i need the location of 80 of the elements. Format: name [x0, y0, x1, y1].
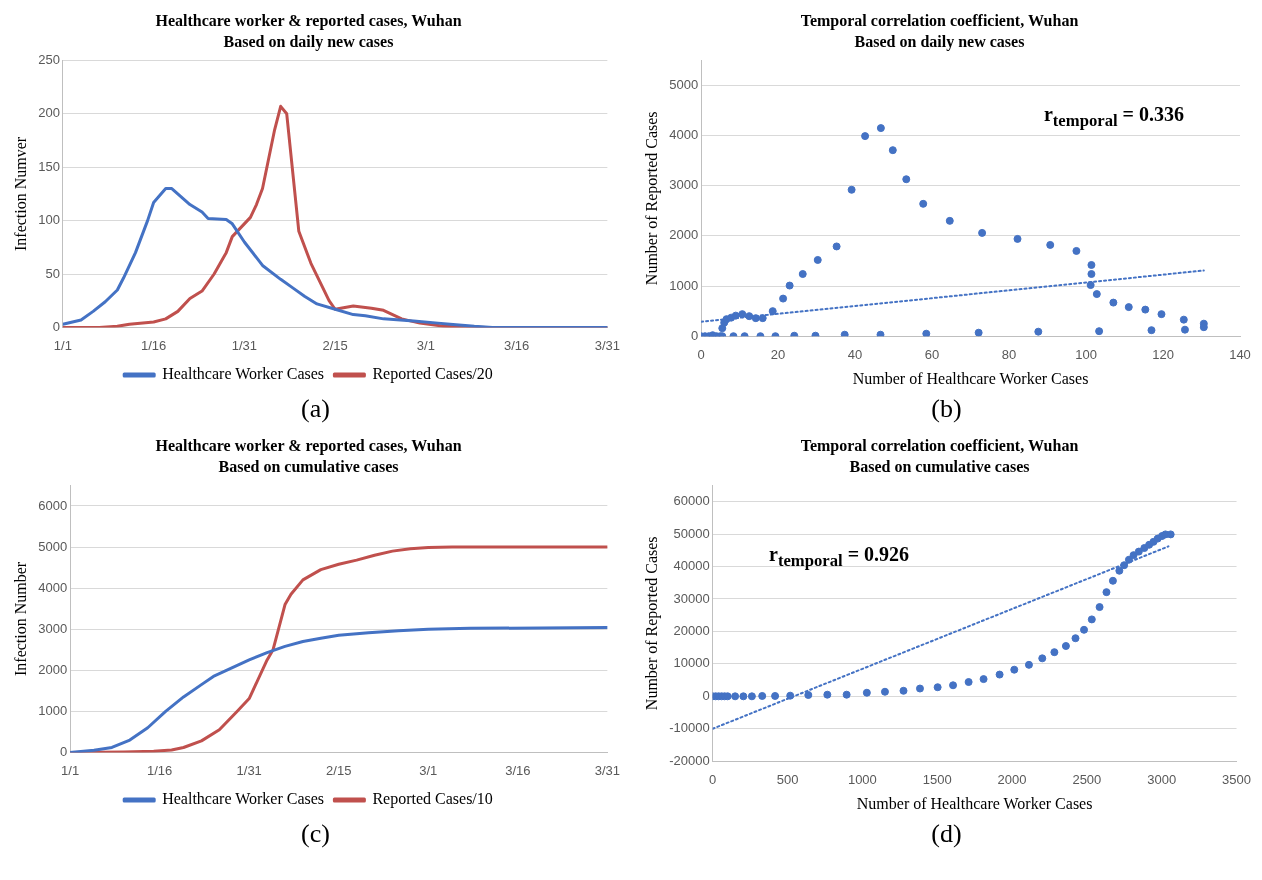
- y-tick-label: 5000: [38, 538, 68, 554]
- chart-title: Healthcare worker & reported cases, Wuhan: [155, 11, 462, 30]
- y-tick-label: 50000: [673, 525, 710, 541]
- x-tick-label: 120: [1152, 346, 1174, 362]
- y-tick-label: 3000: [669, 177, 699, 193]
- text: (b): [930, 393, 963, 425]
- x-tick-label: 3/31: [594, 337, 621, 353]
- y-tick-label: -20000: [669, 752, 710, 768]
- y-tick-label: 40000: [673, 558, 710, 574]
- x-tick-label: 1000: [847, 771, 877, 787]
- y-tick-label: 0: [690, 327, 699, 343]
- x-tick-label: 1500: [922, 771, 952, 787]
- text: (a): [300, 393, 331, 425]
- x-tick-label: 3000: [1147, 771, 1177, 787]
- y-tick-label: 4000: [38, 579, 68, 595]
- y-tick-label: 100: [38, 212, 60, 228]
- x-tick-label: 20: [770, 346, 786, 362]
- y-axis-title: Number of Reported Cases: [642, 536, 661, 711]
- x-tick-label: 1/31: [236, 762, 262, 778]
- y-axis-title: Infection Number: [11, 561, 29, 676]
- annotation: r$_{temporal}$ = 0.926: [769, 543, 910, 571]
- text: (d): [930, 818, 963, 850]
- x-tick-label: 2/15: [322, 337, 348, 353]
- y-tick-label: -10000: [669, 720, 710, 736]
- x-tick-label: 1/16: [147, 762, 173, 778]
- x-tick-label: 3/16: [505, 762, 531, 778]
- x-tick-label: 1/16: [140, 337, 167, 353]
- x-tick-label: 80: [1001, 346, 1017, 362]
- annotation: r$_{temporal}$ = 0.336: [1043, 103, 1184, 131]
- x-tick-label: 2500: [1072, 771, 1102, 787]
- y-tick-label: 2000: [669, 227, 699, 243]
- y-tick-label: 1000: [669, 277, 699, 293]
- chart-subtitle: Based on cumulative cases: [218, 457, 399, 475]
- y-tick-label: 20000: [673, 622, 710, 638]
- legend-label: Healthcare Worker Cases: [162, 365, 325, 383]
- legend-label: Healthcare Worker Cases: [162, 790, 325, 808]
- legend-label: Reported Cases/10: [372, 790, 493, 809]
- legend-label: Reported Cases/20: [372, 365, 493, 384]
- y-tick-label: 30000: [673, 590, 710, 606]
- y-tick-label: 50: [45, 265, 60, 281]
- y-axis-title: Number of Reported Cases: [642, 111, 661, 286]
- y-tick-label: 200: [38, 105, 60, 121]
- x-tick-label: 3/31: [594, 762, 621, 778]
- y-tick-label: 4000: [669, 127, 699, 143]
- text: (c): [300, 818, 331, 850]
- chart-subtitle: Based on daily new cases: [223, 32, 394, 51]
- y-tick-label: 10000: [673, 655, 710, 671]
- x-tick-label: 3/1: [419, 762, 438, 778]
- x-axis-title: Number of Healthcare Worker Cases: [852, 369, 1089, 387]
- x-tick-label: 500: [776, 771, 799, 787]
- y-tick-label: 6000: [38, 497, 68, 513]
- x-tick-label: 1/31: [231, 337, 258, 353]
- y-tick-label: 0: [702, 687, 710, 703]
- chart-title: Temporal correlation coefficient, Wuhan: [800, 11, 1079, 30]
- y-tick-label: 250: [38, 51, 60, 67]
- x-axis-title: Number of Healthcare Worker Cases: [856, 794, 1093, 812]
- x-tick-label: 1/1: [53, 337, 72, 353]
- y-tick-label: 3000: [38, 620, 68, 636]
- x-tick-label: 100: [1075, 346, 1097, 362]
- y-tick-label: 0: [59, 743, 68, 759]
- y-tick-label: 60000: [673, 493, 710, 509]
- chart-title: Temporal correlation coefficient, Wuhan: [800, 436, 1079, 455]
- x-tick-label: 40: [847, 346, 863, 362]
- y-axis-title: Infection Numver: [11, 136, 29, 251]
- y-tick-label: 150: [38, 158, 60, 174]
- y-tick-label: 0: [52, 318, 60, 334]
- chart-subtitle: Based on cumulative cases: [849, 457, 1030, 475]
- x-tick-label: 3/1: [416, 337, 435, 353]
- x-tick-label: 2000: [997, 771, 1027, 787]
- chart-subtitle: Based on daily new cases: [854, 32, 1025, 51]
- y-tick-label: 5000: [669, 77, 699, 93]
- x-tick-label: 3/16: [503, 337, 530, 353]
- y-tick-label: 2000: [38, 661, 68, 677]
- x-tick-label: 140: [1229, 346, 1251, 362]
- x-tick-label: 60: [924, 346, 940, 362]
- x-tick-label: 1/1: [61, 762, 80, 778]
- x-tick-label: 3500: [1222, 771, 1251, 787]
- x-tick-label: 2/15: [326, 762, 352, 778]
- y-tick-label: 1000: [38, 702, 68, 718]
- chart-title: Healthcare worker & reported cases, Wuhan: [155, 436, 462, 455]
